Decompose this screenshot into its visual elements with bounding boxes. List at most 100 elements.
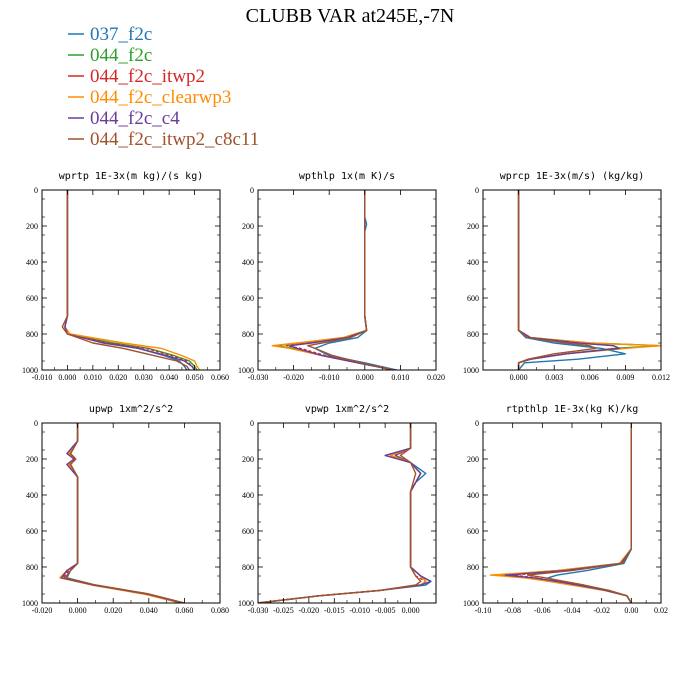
- x-tick-label: 0.060: [211, 373, 229, 382]
- y-tick-label: 400: [26, 491, 38, 500]
- series-044_f2c_itwp2_c8c11: [517, 190, 597, 370]
- y-tick-label: 0: [475, 186, 479, 195]
- x-tick-label: -0.04: [564, 606, 581, 615]
- series-044_f2c_c4: [64, 190, 196, 370]
- x-tick-label: 0.000: [69, 606, 87, 615]
- series-group: [59, 423, 185, 603]
- legend-label: 044_f2c_clearwp3: [90, 87, 231, 108]
- panels: wprtp 1E-3x(m kg)/(s kg)-0.010 0.000 0.010…: [22, 171, 670, 615]
- panel-title: wpthlp 1x(m K)/s: [299, 171, 395, 182]
- series-037_f2c: [547, 423, 632, 603]
- series-037_f2c: [314, 190, 397, 370]
- y-tick-label: 400: [26, 258, 38, 267]
- series-044_f2c_itwp2_c8c11: [526, 423, 632, 603]
- x-tick-label: 0.003: [545, 373, 563, 382]
- x-tick-label: 0.010: [84, 373, 102, 382]
- x-tick-label: -0.010: [32, 373, 53, 382]
- y-tick-label: 0: [250, 186, 254, 195]
- x-tick-label: 0.010: [391, 373, 409, 382]
- x-tick-label: -0.02: [593, 606, 610, 615]
- x-tick-label: 0.060: [175, 606, 193, 615]
- x-tick-label: 0.00: [624, 606, 638, 615]
- y-tick-label: 200: [242, 222, 254, 231]
- legend-label: 044_f2c_c4: [90, 108, 180, 129]
- series-group: [61, 190, 201, 370]
- y-tick-label: 0: [34, 186, 38, 195]
- x-tick-label: -0.020: [299, 606, 320, 615]
- y-tick-label: 800: [26, 330, 38, 339]
- y-tick-label: 1000: [22, 599, 38, 608]
- y-tick-label: 600: [26, 294, 38, 303]
- series-044_f2c_itwp2: [62, 423, 183, 603]
- series-044_f2c_c4: [504, 423, 632, 603]
- y-tick-label: 600: [26, 527, 38, 536]
- series-044_f2c_c4: [60, 423, 183, 603]
- legend-label: 044_f2c_itwp2: [90, 66, 205, 87]
- x-tick-label: -0.030: [248, 606, 269, 615]
- series-group: [489, 423, 632, 603]
- y-tick-label: 1000: [463, 599, 479, 608]
- y-tick-label: 600: [467, 294, 479, 303]
- y-tick-label: 800: [467, 563, 479, 572]
- x-tick-label: 0.000: [510, 373, 528, 382]
- panel-5: vpwp 1xm^2/s^2 -0.030 -0.025 -0.020 -0.015 -0…: [238, 404, 437, 615]
- panel-title: wprcp 1E-3x(m/s) (kg/kg): [500, 171, 645, 182]
- series-044_f2c_c4: [258, 423, 432, 603]
- x-tick-label: -0.010: [349, 606, 370, 615]
- panel-frame: [257, 422, 437, 604]
- x-tick-label: 0.040: [140, 606, 158, 615]
- x-tick-label: -0.08: [504, 606, 521, 615]
- series-044_f2c_itwp2: [258, 423, 427, 603]
- x-tick-label: 0.006: [581, 373, 599, 382]
- y-tick-label: 800: [467, 330, 479, 339]
- y-tick-label: 200: [467, 455, 479, 464]
- y-tick-label: 400: [242, 491, 254, 500]
- series-044_f2c_clearwp3: [258, 423, 427, 603]
- y-tick-label: 600: [242, 294, 254, 303]
- x-tick-label: -0.030: [248, 373, 269, 382]
- x-tick-label: 0.000: [356, 373, 374, 382]
- figure-title: CLUBB VAR at245E,-7N: [246, 5, 455, 27]
- series-044_f2c: [60, 423, 181, 603]
- x-tick-label: -0.025: [273, 606, 294, 615]
- panel-frame: [41, 189, 221, 371]
- legend-label: 044_f2c_itwp2_c8c11: [90, 129, 259, 150]
- panel-4: upwp 1xm^2/s^2 -0.020 0.000 0.020 0.040 0.060…: [22, 404, 229, 615]
- series-044_f2c_itwp2_c8c11: [64, 423, 185, 603]
- y-tick-label: 1000: [238, 599, 254, 608]
- series-044_f2c: [64, 190, 198, 370]
- x-tick-label: -0.10: [475, 606, 492, 615]
- panel-frame: [257, 189, 437, 371]
- x-tick-label: -0.010: [319, 373, 340, 382]
- y-tick-label: 200: [242, 455, 254, 464]
- x-tick-label: -0.06: [534, 606, 551, 615]
- y-tick-label: 800: [242, 563, 254, 572]
- legend-label: 044_f2c: [90, 45, 152, 66]
- panel-6: rtpthlp 1E-3x(kg K)/kg -0.10 -0.08 -0.06 -0.…: [463, 404, 668, 615]
- x-tick-label: 0.000: [58, 373, 76, 382]
- series-044_f2c_itwp2: [64, 190, 196, 370]
- panel-3: wprcp 1E-3x(m/s) (kg/kg) 0.000 0.003 0.006 0…: [463, 171, 670, 382]
- y-tick-label: 0: [475, 419, 479, 428]
- y-tick-label: 400: [467, 258, 479, 267]
- series-037_f2c: [66, 423, 185, 603]
- x-tick-label: 0.000: [402, 606, 420, 615]
- series-044_f2c_clearwp3: [517, 190, 661, 370]
- series-044_f2c_clearwp3: [64, 190, 201, 370]
- y-tick-label: 600: [242, 527, 254, 536]
- legend-label: 037_f2c: [90, 24, 152, 45]
- panel-title: rtpthlp 1E-3x(kg K)/kg: [506, 404, 638, 415]
- panel-frame: [41, 422, 221, 604]
- x-tick-label: 0.02: [654, 606, 668, 615]
- y-tick-label: 400: [467, 491, 479, 500]
- x-tick-label: 0.020: [427, 373, 445, 382]
- series-group: [271, 190, 397, 370]
- y-tick-label: 800: [242, 330, 254, 339]
- y-tick-label: 400: [242, 258, 254, 267]
- x-tick-label: 0.012: [652, 373, 670, 382]
- series-group: [258, 423, 432, 603]
- series-044_f2c_itwp2_c8c11: [258, 423, 422, 603]
- y-tick-label: 200: [467, 222, 479, 231]
- x-tick-label: 0.009: [616, 373, 634, 382]
